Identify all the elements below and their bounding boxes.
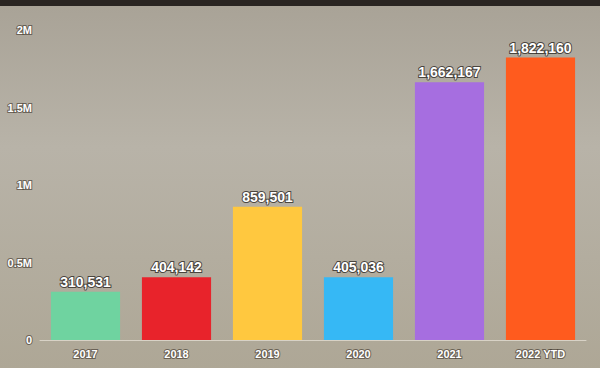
svg-text:2018: 2018 (164, 348, 188, 360)
svg-text:2020: 2020 (346, 348, 370, 360)
svg-text:859,501: 859,501 (242, 189, 293, 205)
svg-text:310,531: 310,531 (60, 274, 111, 290)
svg-text:2019: 2019 (255, 348, 279, 360)
svg-text:1,662,167: 1,662,167 (418, 64, 480, 80)
svg-text:2022 YTD: 2022 YTD (516, 348, 565, 360)
svg-text:0: 0 (26, 334, 32, 346)
svg-text:2M: 2M (17, 24, 32, 36)
svg-text:2021: 2021 (437, 348, 461, 360)
svg-text:2017: 2017 (73, 348, 97, 360)
svg-text:0.5M: 0.5M (8, 257, 32, 269)
svg-text:1.5M: 1.5M (8, 102, 32, 114)
svg-text:404,142: 404,142 (151, 259, 202, 275)
svg-text:1M: 1M (17, 179, 32, 191)
svg-text:1,822,160: 1,822,160 (509, 40, 571, 56)
svg-text:405,036: 405,036 (333, 259, 384, 275)
